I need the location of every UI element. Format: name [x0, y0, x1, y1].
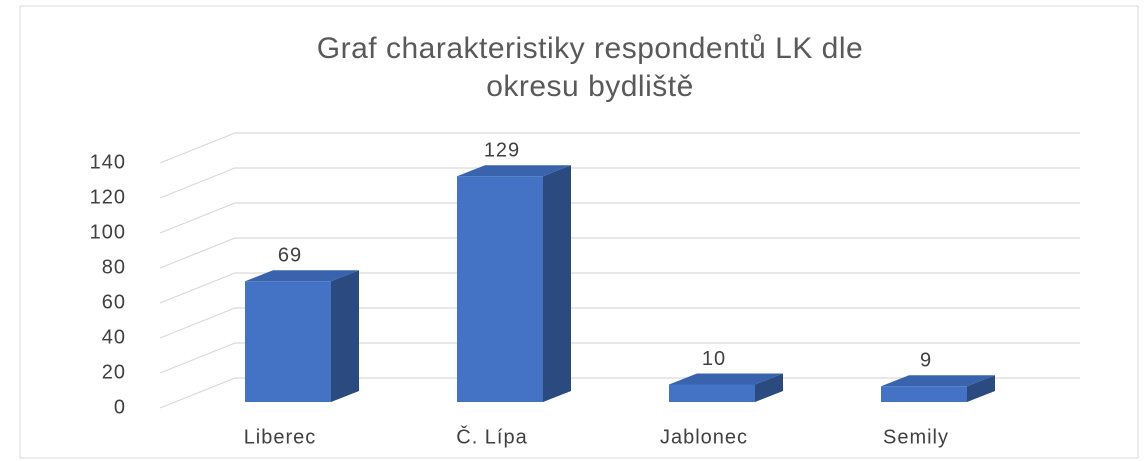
grid-line — [159, 132, 1080, 164]
y-tick-label: 60 — [102, 291, 126, 313]
chart-title: Graf charakteristiky respondentů LK dle … — [316, 32, 864, 103]
bar-side — [543, 165, 571, 402]
grid-line — [159, 202, 1080, 234]
grid-line — [159, 307, 1080, 339]
y-tick-label: 20 — [102, 361, 126, 383]
y-tick-label: 120 — [90, 186, 126, 208]
bar-top — [669, 373, 783, 385]
bar — [245, 281, 331, 402]
bar-side — [967, 375, 995, 402]
y-tick-label: 0 — [114, 396, 126, 418]
y-tick-label: 140 — [90, 151, 126, 173]
x-tick-label: Jablonec — [660, 426, 748, 448]
x-tick-label: Semily — [883, 426, 949, 448]
data-label: 129 — [484, 140, 520, 162]
data-label: 10 — [702, 348, 726, 370]
bar-side — [755, 373, 783, 402]
grid-line — [159, 272, 1080, 304]
bar — [881, 386, 967, 402]
bar — [457, 176, 543, 402]
y-tick-label: 80 — [102, 256, 126, 278]
y-tick-label: 100 — [90, 221, 126, 243]
y-tick-label: 40 — [102, 326, 126, 348]
data-label: 9 — [920, 350, 932, 372]
bar-top — [457, 165, 571, 177]
x-tick-label: Liberec — [244, 426, 317, 448]
grid-line — [159, 377, 1080, 409]
frame — [19, 5, 1139, 459]
grid-line — [159, 237, 1080, 269]
bar-top — [881, 375, 995, 387]
x-tick-label: Č. Lípa — [456, 425, 527, 448]
grid-line — [159, 167, 1080, 199]
data-label: 69 — [278, 245, 302, 267]
grid-line — [159, 342, 1080, 374]
bar-side — [331, 270, 359, 402]
bar — [669, 384, 755, 402]
bar-top — [245, 270, 359, 282]
